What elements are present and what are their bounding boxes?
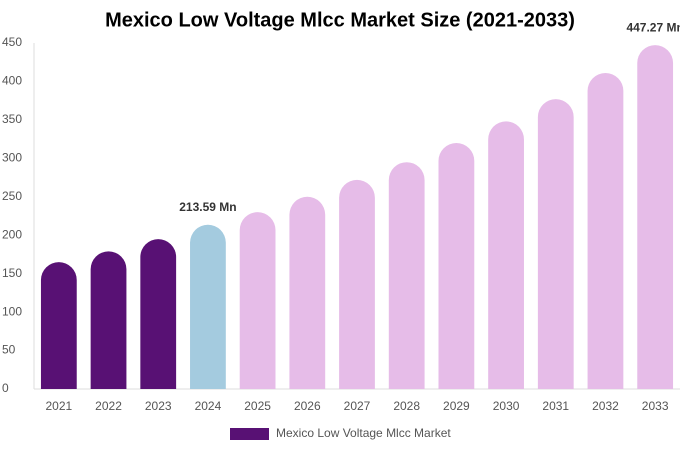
x-tick-label: 2023 [145, 399, 172, 413]
x-tick-label: 2022 [95, 399, 122, 413]
y-tick-label: 300 [2, 151, 22, 165]
bar [537, 99, 574, 389]
bar [40, 262, 77, 389]
bar [438, 142, 475, 389]
x-tick-label: 2021 [45, 399, 72, 413]
x-tick-label: 2031 [542, 399, 569, 413]
x-tick-label: 2028 [393, 399, 420, 413]
x-tick-label: 2032 [592, 399, 619, 413]
x-tick-label: 2033 [642, 399, 669, 413]
bar [289, 196, 326, 389]
y-tick-label: 250 [2, 189, 22, 203]
y-tick-label: 150 [2, 266, 22, 280]
value-label: 213.59 Mn [179, 200, 236, 214]
y-tick-label: 350 [2, 112, 22, 126]
bar [239, 212, 276, 389]
x-tick-label: 2026 [294, 399, 321, 413]
value-label: 447.27 Mn [626, 20, 680, 34]
bar [140, 239, 177, 389]
x-tick-label: 2024 [195, 399, 222, 413]
y-tick-label: 450 [2, 35, 22, 49]
y-tick-label: 400 [2, 74, 22, 88]
y-tick-label: 200 [2, 227, 22, 241]
x-tick-label: 2030 [493, 399, 520, 413]
x-tick-label: 2025 [244, 399, 271, 413]
legend-swatch [230, 428, 269, 440]
y-tick-label: 50 [2, 343, 16, 357]
bar [488, 121, 524, 390]
bar [388, 162, 425, 389]
x-tick-label: 2027 [344, 399, 371, 413]
legend-label: Mexico Low Voltage Mlcc Market [276, 426, 451, 440]
bar [190, 224, 226, 389]
bar [637, 45, 674, 389]
chart-title: Mexico Low Voltage Mlcc Market Size (202… [105, 9, 575, 31]
bar [90, 251, 127, 389]
bar [339, 179, 375, 389]
y-tick-label: 100 [2, 304, 22, 318]
y-tick-label: 0 [2, 381, 9, 395]
bar [587, 73, 624, 389]
x-tick-label: 2029 [443, 399, 470, 413]
